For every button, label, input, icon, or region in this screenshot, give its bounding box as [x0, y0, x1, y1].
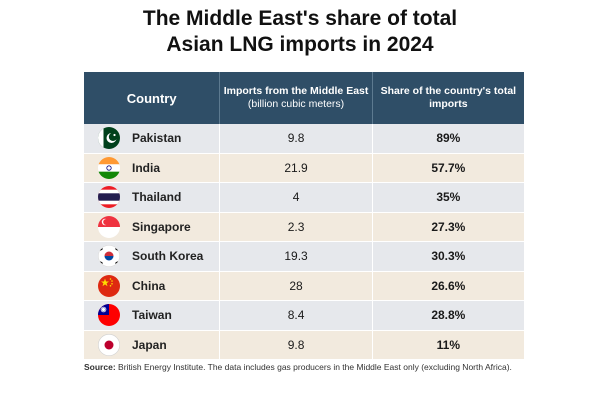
- page-title: The Middle East's share of total Asian L…: [0, 6, 600, 58]
- country-name: Thailand: [132, 190, 182, 205]
- source-note: Source: British Energy Institute. The da…: [84, 362, 534, 373]
- share-cell: 27.3%: [371, 212, 524, 241]
- country-name: Taiwan: [132, 308, 172, 323]
- country-name: China: [132, 278, 166, 293]
- table-row: Pakistan 9.8 89%: [84, 124, 524, 154]
- imports-cell: 19.3: [219, 242, 371, 271]
- india-flag-icon: [98, 156, 120, 179]
- source-text: British Energy Institute. The data inclu…: [118, 362, 512, 372]
- country-cell: South Korea: [84, 242, 219, 271]
- table-row: Singapore 2.3 27.3%: [84, 212, 524, 242]
- japan-flag-icon: [98, 333, 120, 356]
- taiwan-flag-icon: [98, 304, 120, 327]
- share-cell: 11%: [371, 330, 524, 359]
- imports-cell: 8.4: [219, 301, 371, 330]
- country-name: South Korea: [132, 249, 204, 264]
- title-line-1: The Middle East's share of total: [142, 7, 458, 30]
- table-row: China 28 26.6%: [84, 271, 524, 301]
- table-row: Thailand 4 35%: [84, 183, 524, 213]
- south-korea-flag-icon: [98, 245, 120, 268]
- country-cell: Taiwan: [84, 301, 219, 330]
- imports-cell: 28: [219, 271, 371, 300]
- country-cell: India: [84, 154, 219, 183]
- country-name: Japan: [132, 337, 167, 352]
- imports-cell: 9.8: [219, 124, 371, 153]
- thailand-flag-icon: [98, 186, 120, 209]
- header-country: Country: [126, 90, 177, 106]
- country-name: Pakistan: [132, 131, 182, 146]
- pakistan-flag-icon: [98, 127, 120, 150]
- table-header: Country Imports from the Middle East (bi…: [84, 72, 524, 124]
- country-cell: Singapore: [84, 213, 219, 242]
- singapore-flag-icon: [98, 215, 120, 238]
- table-row: South Korea 19.3 30.3%: [84, 242, 524, 272]
- share-cell: 26.6%: [371, 271, 524, 300]
- country-cell: China: [84, 272, 219, 301]
- share-cell: 28.8%: [371, 301, 524, 330]
- header-imports: Imports from the Middle East (billion cu…: [219, 72, 371, 124]
- china-flag-icon: [98, 274, 120, 297]
- country-name: Singapore: [132, 219, 191, 234]
- header-imports-unit: (billion cubic meters): [247, 98, 345, 110]
- imports-cell: 2.3: [219, 212, 371, 241]
- title-line-2: Asian LNG imports in 2024: [166, 33, 434, 56]
- share-cell: 89%: [371, 124, 524, 153]
- imports-cell: 4: [219, 183, 371, 212]
- country-cell: Japan: [84, 331, 219, 360]
- imports-cell: 9.8: [219, 330, 371, 359]
- source-label: Source:: [84, 362, 116, 372]
- share-cell: 57.7%: [371, 153, 524, 182]
- table-row: Japan 9.8 11%: [84, 330, 524, 360]
- lng-imports-table: Country Imports from the Middle East (bi…: [84, 72, 524, 360]
- header-imports-bold: Imports from the Middle East: [223, 85, 369, 97]
- imports-cell: 21.9: [219, 153, 371, 182]
- table-row: Taiwan 8.4 28.8%: [84, 301, 524, 331]
- country-cell: Pakistan: [84, 124, 219, 153]
- country-cell: Thailand: [84, 183, 219, 212]
- share-cell: 30.3%: [371, 242, 524, 271]
- header-share: Share of the country's total imports: [371, 72, 524, 124]
- table-row: India 21.9 57.7%: [84, 153, 524, 183]
- share-cell: 35%: [371, 183, 524, 212]
- country-name: India: [132, 160, 161, 175]
